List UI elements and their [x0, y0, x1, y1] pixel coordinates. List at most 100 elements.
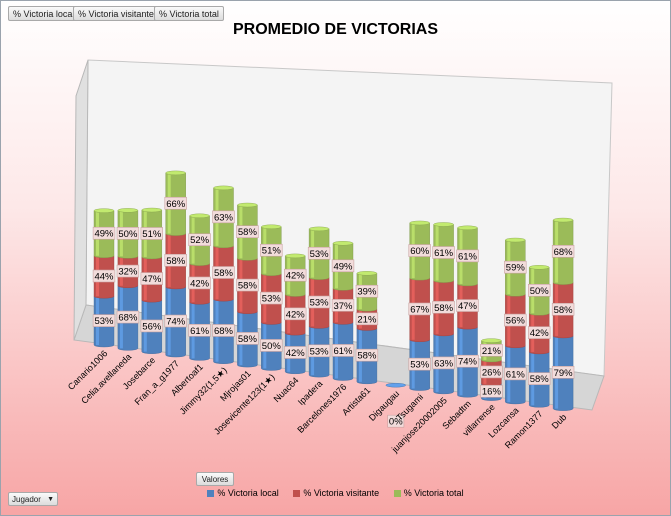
bar-top-josevicente123-1 — [261, 224, 282, 229]
data-label-box-villarrense-2 — [480, 343, 503, 357]
data-label-box-villarrense-1 — [480, 365, 503, 379]
data-label-box-dub-2 — [551, 245, 575, 258]
data-label-box-barcelones1976-1 — [331, 299, 355, 312]
bar-top-nuac64 — [285, 253, 306, 259]
category-label-dub: Dub — [550, 412, 569, 431]
data-label-box-mjrojas01-2 — [236, 225, 259, 238]
bar-top-barcelones1976 — [332, 241, 354, 246]
data-label-box-fran-a-g1977-2 — [164, 196, 187, 210]
data-label-box-artista61-0 — [355, 348, 379, 362]
legend-item-local: % Victoria local — [207, 488, 279, 498]
data-label-nuac64-1: 42% — [286, 309, 306, 320]
data-label-box-artista61-2 — [355, 284, 379, 298]
data-label-josevicente123-1-0: 50% — [262, 341, 282, 352]
data-label-juanjose20002005-1: 58% — [434, 303, 454, 314]
data-label-artista61-2: 39% — [357, 287, 377, 298]
chart-title: PROMEDIO DE VICTORIAS — [232, 21, 439, 38]
legend-swatch-total — [393, 490, 401, 498]
data-label-dub-2: 68% — [554, 247, 574, 258]
data-label-box-ipadera-1 — [307, 295, 331, 309]
data-label-fran-a-g1977-1: 58% — [166, 256, 186, 267]
data-label-box-jimmy32-1-5-2 — [212, 210, 235, 224]
category-label-barcelones1976: Barcelones1976 — [295, 382, 348, 435]
data-label-box-josebarce-0 — [140, 319, 163, 333]
data-label-albertoaf1-0: 61% — [190, 326, 210, 337]
values-field-button[interactable]: Valores — [196, 472, 234, 486]
data-label-box-juanjose20002005-1 — [432, 300, 455, 314]
data-label-sebadtm-2: 61% — [458, 251, 478, 262]
data-label-ramon1377-2: 50% — [530, 286, 550, 297]
field-button-local[interactable]: % Victoria local — [8, 6, 80, 21]
data-label-box-canario1006-2 — [92, 226, 116, 240]
data-label-box-tsugami-1 — [408, 302, 431, 316]
data-label-box-josevicente123-1-0 — [260, 339, 283, 352]
data-label-juanjose20002005-2: 61% — [434, 248, 454, 259]
data-label-box-josebarce-1 — [140, 272, 163, 285]
category-label-jimmy32-1-5: Jimmy32(1,5★) — [178, 365, 229, 416]
data-label-box-lozcansa-0 — [504, 367, 527, 381]
data-label-mjrojas01-2: 58% — [238, 227, 258, 238]
data-label-box-ramon1377-1 — [527, 326, 551, 339]
data-label-box-artista61-1 — [355, 312, 379, 326]
bar-top-fran-a-g1977 — [165, 170, 186, 176]
data-label-box-tsugami-0 — [408, 357, 431, 371]
data-label-box-villarrense-0 — [480, 384, 503, 398]
data-label-box-juanjose20002005-0 — [432, 356, 455, 370]
legend-label-visitante: % Victoria visitante — [303, 488, 380, 498]
data-label-box-josevicente123-1-1 — [260, 291, 283, 305]
data-label-box-ramon1377-2 — [527, 283, 551, 297]
data-label-box-dub-1 — [551, 302, 575, 316]
data-label-lozcansa-0: 61% — [506, 369, 526, 380]
legend: % Victoria local % Victoria visitante % … — [0, 488, 671, 498]
jugador-filter-dropdown[interactable]: Jugador ▼ — [8, 492, 58, 506]
data-label-mjrojas01-1: 58% — [238, 281, 258, 292]
bar-top-artista61 — [356, 271, 378, 276]
data-label-box-ipadera-2 — [307, 246, 331, 260]
data-label-box-sebadtm-2 — [456, 249, 479, 263]
data-label-box-celia-avellaneda-0 — [116, 310, 140, 324]
field-button-total[interactable]: % Victoria total — [154, 6, 224, 21]
data-label-josevicente123-1-1: 53% — [262, 294, 282, 305]
data-label-mjrojas01-0: 58% — [238, 334, 258, 345]
data-label-villarrense-0: 16% — [482, 387, 502, 398]
data-label-canario1006-1: 44% — [94, 272, 114, 283]
data-label-josebarce-2: 51% — [142, 229, 162, 240]
data-label-box-lozcansa-2 — [504, 260, 527, 274]
data-label-box-sebadtm-0 — [456, 354, 479, 368]
data-label-fran-a-g1977-2: 66% — [166, 199, 186, 210]
data-label-ramon1377-0: 58% — [530, 374, 550, 385]
data-label-canario1006-0: 53% — [94, 316, 114, 327]
data-label-juanjose20002005-0: 63% — [434, 358, 454, 369]
data-label-dub-1: 58% — [554, 305, 574, 316]
data-label-artista61-1: 21% — [357, 314, 377, 325]
data-label-nuac64-2: 42% — [286, 271, 306, 282]
data-label-box-tsugami-2 — [408, 244, 431, 257]
data-label-digaugau-0: 0% — [389, 417, 403, 428]
data-label-box-barcelones1976-0 — [331, 344, 355, 357]
data-label-nuac64-0: 42% — [286, 348, 306, 359]
data-label-box-albertoaf1-2 — [188, 233, 211, 247]
data-label-canario1006-2: 49% — [94, 229, 114, 240]
bar-top-canario1006 — [93, 208, 115, 213]
data-label-box-celia-avellaneda-1 — [116, 264, 140, 278]
data-label-ramon1377-1: 42% — [530, 328, 550, 339]
data-label-tsugami-0: 53% — [410, 360, 430, 371]
data-label-josevicente123-1-2: 51% — [262, 246, 282, 257]
bar-top-villarrense — [481, 338, 502, 343]
bar-top-digaugau — [385, 383, 406, 388]
data-label-ipadera-2: 53% — [310, 249, 330, 260]
data-label-box-josebarce-2 — [140, 227, 163, 240]
data-label-box-jimmy32-1-5-1 — [212, 266, 235, 279]
data-label-box-dub-0 — [551, 366, 575, 379]
bar-top-celia-avellaneda — [117, 208, 139, 213]
data-label-barcelones1976-1: 37% — [333, 301, 353, 312]
data-label-box-canario1006-0 — [92, 314, 116, 327]
data-label-box-digaugau-0 — [387, 414, 405, 428]
data-label-tsugami-1: 67% — [410, 304, 430, 315]
legend-item-total: % Victoria total — [393, 488, 464, 498]
data-label-box-josevicente123-1-2 — [260, 243, 283, 257]
data-label-box-juanjose20002005-2 — [432, 246, 455, 259]
bar-top-mjrojas01 — [237, 202, 258, 208]
data-label-ipadera-0: 53% — [310, 346, 330, 357]
